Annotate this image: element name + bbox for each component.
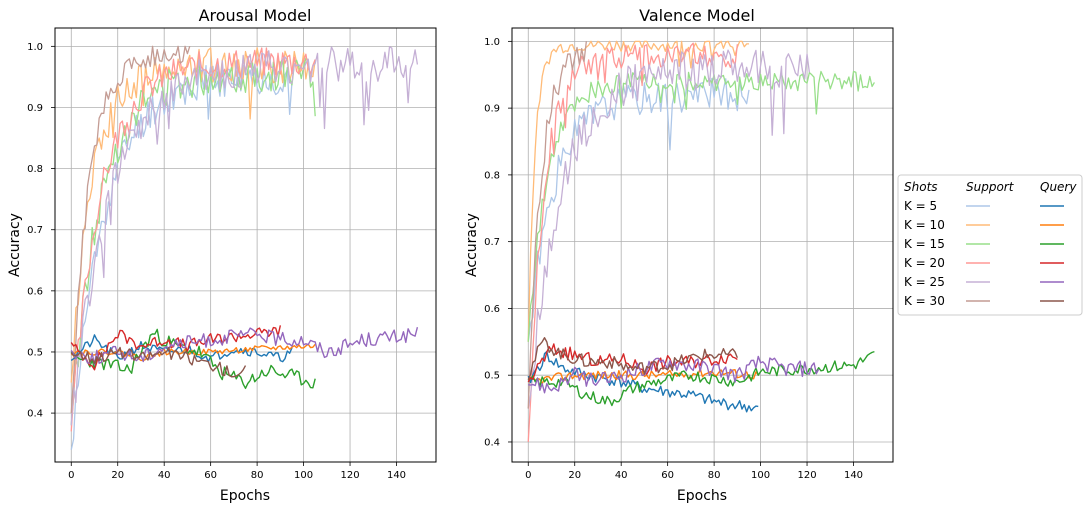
valence-title: Valence Model [639, 6, 755, 25]
arousal-panel: Arousal Model Epochs Accuracy 0 20 40 60 80 1… [7, 6, 437, 504]
valence-ytick-label-0: 0.4 [484, 437, 500, 448]
arousal-query-line-k25 [70, 327, 419, 366]
legend-label-3: K = 20 [904, 256, 945, 270]
valence-panel: Valence Model Epochs Accuracy 0 20 40 60 80 1… [464, 6, 894, 504]
valence-support-line-k5 [527, 77, 750, 342]
legend: Shots Support Query K = 5K = 10K = 15K =… [897, 174, 1083, 316]
valence-support-line-k30 [527, 41, 587, 409]
arousal-xtick-label-4: 80 [251, 470, 264, 481]
legend-header-query: Query [1040, 180, 1077, 194]
legend-label-2: K = 15 [904, 237, 945, 251]
legend-label-5: K = 30 [904, 294, 945, 308]
arousal-ytick-label-5: 0.9 [27, 103, 43, 114]
arousal-ytick-label-2: 0.6 [27, 286, 43, 297]
arousal-support-line-k30 [70, 45, 191, 414]
legend-frame [897, 174, 1083, 316]
valence-xtick-label-4: 80 [708, 470, 721, 481]
valence-xtick-label-0: 0 [525, 470, 531, 481]
legend-label-0: K = 5 [904, 199, 937, 213]
arousal-ticks: 0 20 40 60 80 100 120 140 0.4 0.5 0.6 0.7 0.8 0.9 1.0 [27, 42, 406, 481]
arousal-ytick-label-6: 1.0 [27, 42, 43, 53]
arousal-series [70, 45, 419, 450]
valence-ytick-label-4: 0.8 [484, 170, 500, 181]
valence-ytick-label-6: 1.0 [484, 37, 500, 48]
arousal-grid [55, 28, 436, 462]
valence-query-line-k5 [527, 350, 759, 413]
valence-xlabel: Epochs [677, 488, 727, 504]
valence-query-line-k30 [527, 337, 738, 381]
arousal-xtick-label-3: 60 [204, 470, 217, 481]
valence-ytick-label-3: 0.7 [484, 237, 500, 248]
valence-grid [512, 28, 893, 462]
valence-ticks: 0 20 40 60 80 100 120 140 0.4 0.5 0.6 0.7 0.8 0.9 1.0 [484, 37, 863, 481]
arousal-query-line-k10 [71, 343, 316, 362]
arousal-support-line-k20 [70, 47, 316, 432]
arousal-ylabel: Accuracy [7, 213, 23, 277]
arousal-xtick-label-6: 120 [340, 470, 359, 481]
valence-xtick-label-2: 40 [615, 470, 628, 481]
valence-ytick-label-5: 0.9 [484, 104, 500, 115]
valence-series [527, 40, 875, 443]
legend-label-1: K = 10 [904, 218, 945, 232]
valence-xtick-label-1: 20 [568, 470, 581, 481]
valence-support-line-k15 [527, 70, 875, 342]
arousal-xtick-label-2: 40 [158, 470, 171, 481]
legend-header-shots: Shots [904, 180, 938, 194]
arousal-support-line-k25 [70, 46, 419, 426]
arousal-xtick-label-0: 0 [68, 470, 74, 481]
valence-query-line-k20 [527, 343, 738, 383]
arousal-title: Arousal Model [199, 6, 312, 25]
valence-ylabel: Accuracy [464, 213, 480, 277]
arousal-axes-frame [54, 27, 437, 463]
valence-support-line-k25 [527, 49, 811, 409]
valence-axes-frame [511, 27, 894, 463]
valence-xtick-label-3: 60 [661, 470, 674, 481]
arousal-xlabel: Epochs [220, 488, 270, 504]
legend-header-support: Support [966, 180, 1015, 194]
legend-label-4: K = 25 [904, 275, 945, 289]
arousal-support-line-k15 [70, 57, 316, 426]
arousal-query-line-k30 [70, 346, 247, 378]
valence-ytick-label-2: 0.6 [484, 304, 500, 315]
valence-xtick-label-6: 120 [797, 470, 816, 481]
arousal-ytick-label-3: 0.7 [27, 225, 43, 236]
arousal-ytick-label-1: 0.5 [27, 347, 43, 358]
valence-xtick-label-7: 140 [844, 470, 863, 481]
arousal-ytick-label-4: 0.8 [27, 164, 43, 175]
arousal-xtick-label-1: 20 [111, 470, 124, 481]
arousal-xtick-label-7: 140 [387, 470, 406, 481]
valence-support-line-k20 [527, 42, 738, 443]
valence-ytick-label-1: 0.5 [484, 371, 500, 382]
valence-query-line-k15 [527, 350, 875, 407]
arousal-ytick-label-0: 0.4 [27, 409, 43, 420]
arousal-xtick-label-5: 100 [294, 470, 313, 481]
arousal-query-line-k15 [70, 328, 316, 390]
legend-rows: K = 5 K = 10 K = 15 K = 20 K = 25 K = 30 [904, 199, 1064, 308]
valence-xtick-label-5: 100 [751, 470, 770, 481]
